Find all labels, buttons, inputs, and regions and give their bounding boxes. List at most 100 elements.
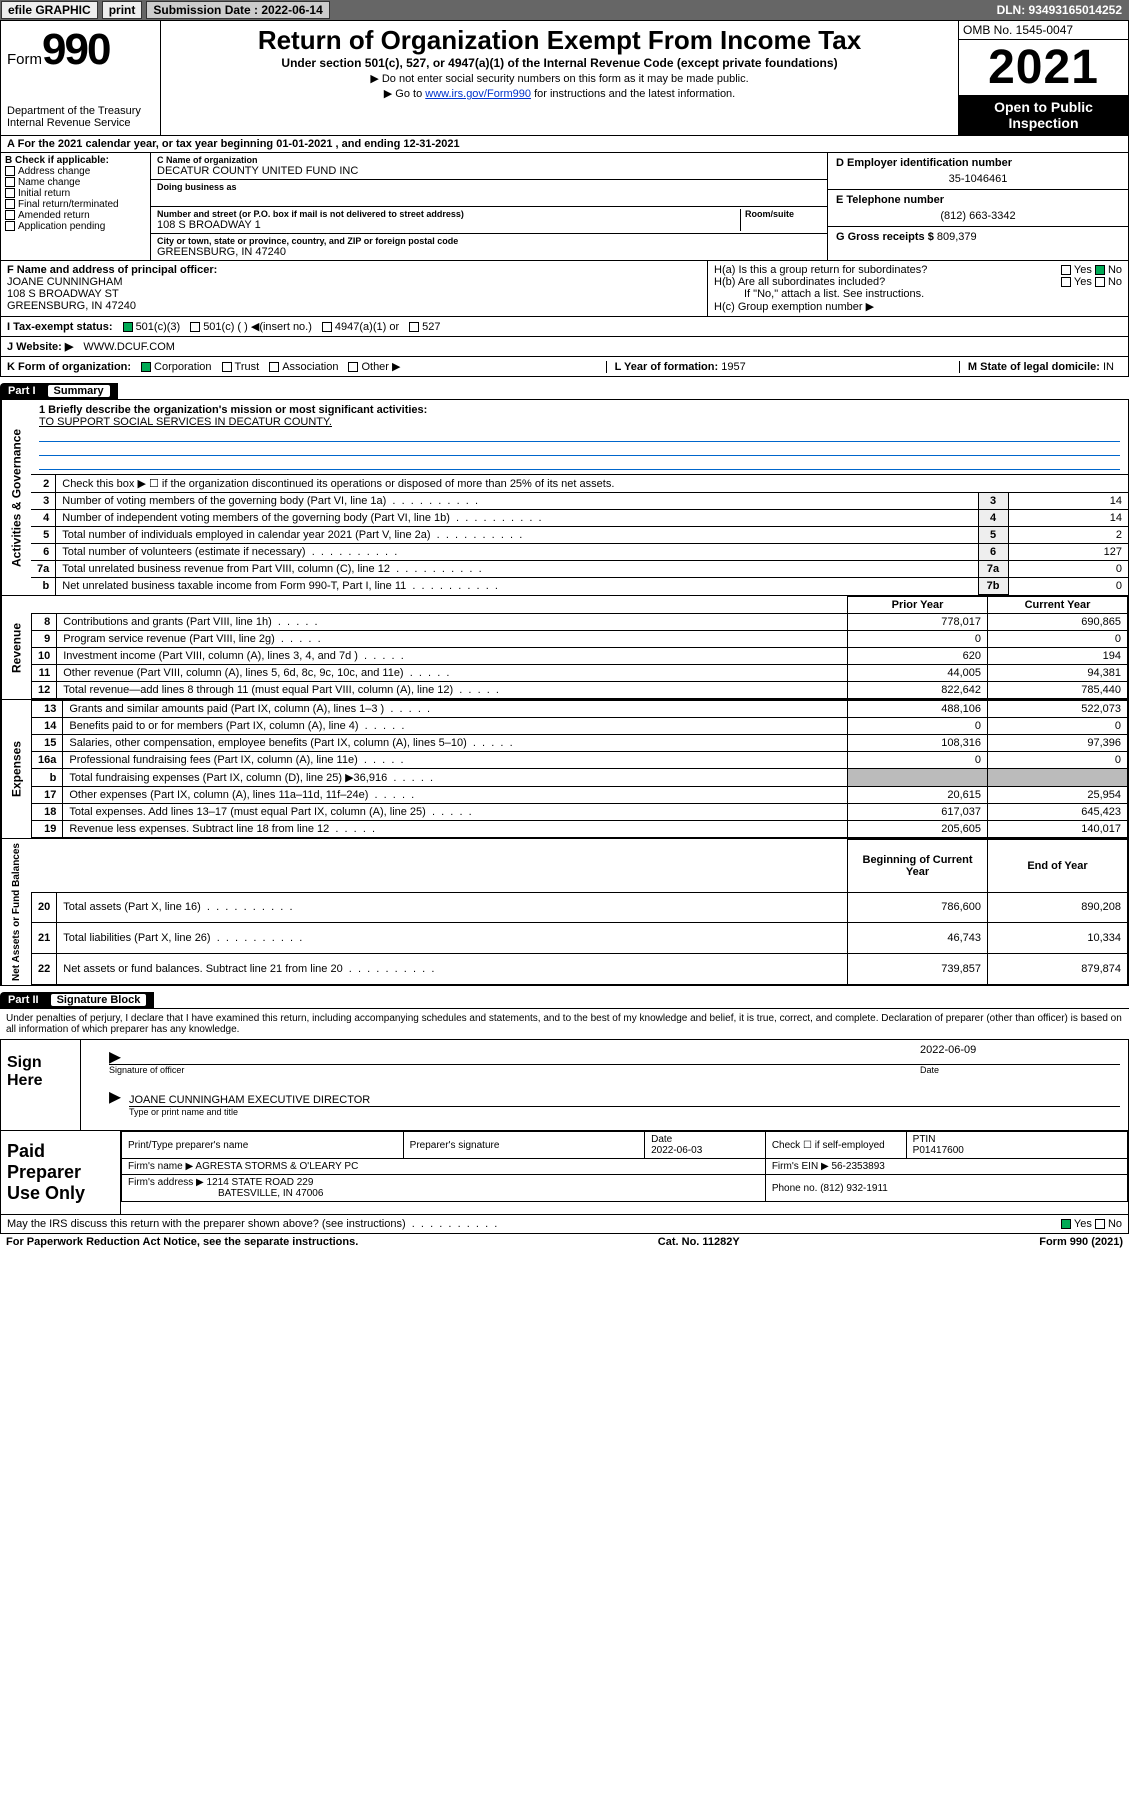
table-row: 19Revenue less expenses. Subtract line 1…: [32, 821, 1128, 838]
table-row: 2Check this box ▶ ☐ if the organization …: [31, 475, 1128, 493]
officer-city: GREENSBURG, IN 47240: [7, 300, 701, 312]
table-row: 18Total expenses. Add lines 13–17 (must …: [32, 804, 1128, 821]
status-label: I Tax-exempt status:: [7, 321, 113, 333]
table-row: 10Investment income (Part VIII, column (…: [32, 648, 1128, 665]
table-row: 15Salaries, other compensation, employee…: [32, 735, 1128, 752]
irs-link[interactable]: www.irs.gov/Form990: [425, 88, 531, 100]
firm-addr-label: Firm's address ▶: [128, 1177, 204, 1188]
website-row: J Website: ▶ WWW.DCUF.COM: [0, 337, 1129, 357]
prep-date-label: Date: [651, 1134, 672, 1145]
korg-corp: Corporation: [154, 361, 211, 373]
page-footer: For Paperwork Reduction Act Notice, see …: [0, 1234, 1129, 1250]
discuss-question: May the IRS discuss this return with the…: [7, 1218, 497, 1230]
sign-date: 2022-06-09: [920, 1044, 1120, 1064]
ha-label: H(a) Is this a group return for subordin…: [714, 264, 927, 276]
check-header: B Check if applicable:: [5, 155, 146, 166]
footer-right: Form 990 (2021): [1039, 1236, 1123, 1248]
discuss-yes: Yes: [1074, 1218, 1092, 1230]
firm-name-label: Firm's name ▶: [128, 1161, 193, 1172]
ha-answer: No: [1108, 264, 1122, 276]
prep-check-label: Check ☐ if self-employed: [765, 1132, 906, 1159]
table-row: 22Net assets or fund balances. Subtract …: [32, 954, 1128, 985]
website-label: J Website: ▶: [7, 340, 73, 353]
sign-date-label: Date: [920, 1064, 1120, 1084]
firm-ein: 56-2353893: [831, 1161, 884, 1172]
table-row: 21Total liabilities (Part X, line 26)46,…: [32, 923, 1128, 954]
officer-label: F Name and address of principal officer:: [7, 264, 701, 276]
hc-label: H(c) Group exemption number ▶: [714, 300, 1122, 313]
table-row: 3Number of voting members of the governi…: [31, 493, 1128, 510]
table-row: 7aTotal unrelated business revenue from …: [31, 561, 1128, 578]
mission-label: 1 Briefly describe the organization's mi…: [39, 404, 1120, 416]
arrow-icon: ▶: [109, 1084, 121, 1108]
website-value: WWW.DCUF.COM: [83, 341, 175, 353]
vlabel-assets: Net Assets or Fund Balances: [1, 839, 31, 985]
discuss-row: May the IRS discuss this return with the…: [0, 1215, 1129, 1234]
tel-value: (812) 663-3342: [836, 210, 1120, 222]
omb-number: OMB No. 1545-0047: [959, 21, 1128, 40]
form-header: Form990 Department of the Treasury Inter…: [0, 20, 1129, 136]
sign-here-label: Sign Here: [1, 1040, 81, 1130]
dba-label: Doing business as: [157, 182, 821, 192]
prep-sig-label: Preparer's signature: [403, 1132, 644, 1159]
link-note: ▶ Go to www.irs.gov/Form990 for instruct…: [169, 87, 950, 100]
form-number-block: Form990 Department of the Treasury Inter…: [1, 21, 161, 135]
check-item: Amended return: [5, 210, 146, 221]
form-label: Form: [7, 51, 42, 68]
preparer-block: Paid Preparer Use Only Print/Type prepar…: [0, 1131, 1129, 1215]
signer-name-label: Type or print name and title: [129, 1106, 1120, 1126]
open-inspection: Open to Public Inspection: [959, 95, 1128, 135]
table-row: 13Grants and similar amounts paid (Part …: [32, 701, 1128, 718]
footer-mid: Cat. No. 11282Y: [658, 1236, 740, 1248]
assets-table: Beginning of Current YearEnd of Year20To…: [31, 839, 1128, 985]
check-item: Name change: [5, 177, 146, 188]
state-label: M State of legal domicile:: [968, 361, 1100, 373]
print-button[interactable]: print: [102, 1, 143, 19]
part1-header: Part I Summary: [0, 383, 118, 399]
signature-block: Sign Here ▶ Signature of officer 2022-06…: [0, 1039, 1129, 1131]
korg-other: Other ▶: [361, 361, 400, 373]
topbar: efile GRAPHIC print Submission Date : 20…: [0, 0, 1129, 20]
firm-ein-label: Firm's EIN ▶: [772, 1161, 829, 1172]
part2-header: Part II Signature Block: [0, 992, 154, 1008]
table-row: bTotal fundraising expenses (Part IX, co…: [32, 769, 1128, 787]
org-name: DECATUR COUNTY UNITED FUND INC: [157, 165, 821, 177]
ein-value: 35-1046461: [836, 173, 1120, 185]
org-city: GREENSBURG, IN 47240: [157, 246, 821, 258]
name-column: C Name of organization DECATUR COUNTY UN…: [151, 153, 828, 260]
gross-value: 809,379: [937, 231, 977, 243]
korg-trust: Trust: [235, 361, 260, 373]
city-label: City or town, state or province, country…: [157, 236, 821, 246]
expenses-section: Expenses 13Grants and similar amounts pa…: [0, 700, 1129, 839]
table-row: bNet unrelated business taxable income f…: [31, 578, 1128, 595]
status-row: I Tax-exempt status: 501(c)(3) 501(c) ( …: [0, 317, 1129, 337]
status-527: 527: [422, 321, 440, 333]
hb-label: H(b) Are all subordinates included?: [714, 276, 885, 288]
preparer-label: Paid Preparer Use Only: [1, 1131, 121, 1214]
prep-date: 2022-06-03: [651, 1145, 702, 1156]
ein-column: D Employer identification number 35-1046…: [828, 153, 1128, 260]
expenses-table: 13Grants and similar amounts paid (Part …: [31, 700, 1128, 838]
form-number: 990: [42, 25, 109, 74]
note-post: for instructions and the latest informat…: [531, 88, 735, 100]
form-subtitle: Under section 501(c), 527, or 4947(a)(1)…: [169, 56, 950, 70]
table-row: 17Other expenses (Part IX, column (A), l…: [32, 787, 1128, 804]
korg-label: K Form of organization:: [7, 361, 131, 373]
state-value: IN: [1103, 361, 1114, 373]
table-row: 16aProfessional fundraising fees (Part I…: [32, 752, 1128, 769]
officer-row: F Name and address of principal officer:…: [0, 261, 1129, 317]
tax-year: 2021: [959, 40, 1128, 95]
submission-date: Submission Date : 2022-06-14: [146, 1, 329, 19]
form-title: Return of Organization Exempt From Incom…: [169, 25, 950, 56]
korg-row: K Form of organization: Corporation Trus…: [0, 357, 1129, 377]
phone-value: (812) 932-1911: [820, 1183, 888, 1194]
org-address: 108 S BROADWAY 1: [157, 219, 736, 231]
gross-label: G Gross receipts $: [836, 231, 934, 243]
tax-period: A For the 2021 calendar year, or tax yea…: [0, 136, 1129, 153]
firm-addr1: 1214 STATE ROAD 229: [207, 1177, 314, 1188]
phone-label: Phone no.: [772, 1183, 818, 1194]
vlabel-revenue: Revenue: [1, 596, 31, 699]
ssn-note: ▶ Do not enter social security numbers o…: [169, 72, 950, 85]
ein-label: D Employer identification number: [836, 157, 1120, 169]
room-label: Room/suite: [745, 209, 821, 219]
